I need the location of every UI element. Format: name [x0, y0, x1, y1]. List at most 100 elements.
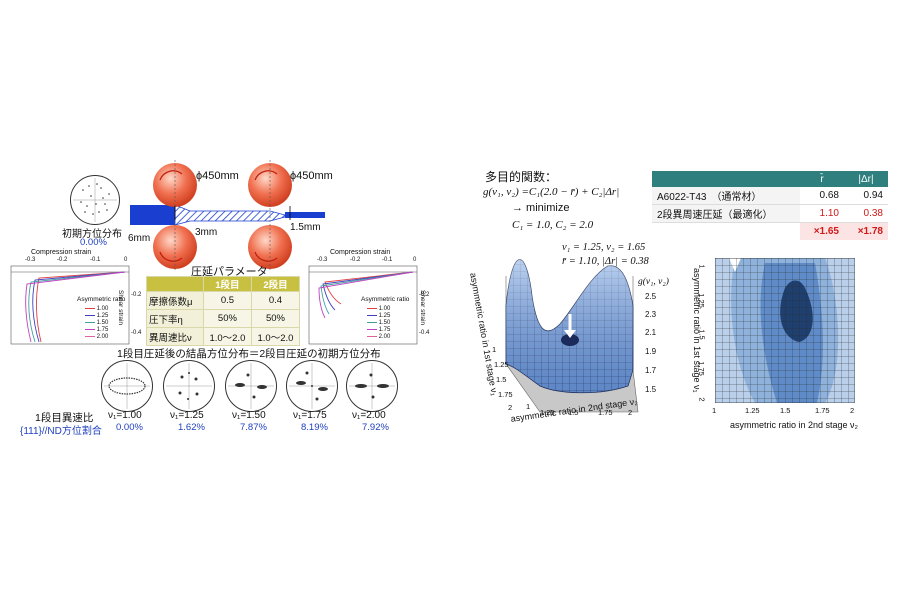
pole-figure-3	[225, 360, 277, 412]
param-header-blank	[146, 276, 204, 292]
pole-nu-3: ν₁=1.50	[232, 410, 266, 421]
strain-right-legend-title: Asymmetric ratio	[361, 296, 410, 303]
surface-xtick-5: 2	[628, 408, 633, 417]
result-improvement-row: ×1.65 ×1.78	[652, 222, 888, 241]
pole-figure-1	[101, 360, 153, 412]
strain-right-curve-4	[318, 271, 414, 319]
result-improvement-blank	[652, 223, 800, 241]
legend-item: 2.00	[367, 334, 390, 341]
param-value: 1.0〜2.0	[202, 327, 252, 346]
legend-item: 1.75	[85, 327, 108, 334]
strain-right-xtick-3: -0.1	[382, 257, 393, 263]
strain-left-ytick-2: -0.4	[131, 330, 142, 336]
surface-opt-2: r̄ = 1.10, |Δr| = 0.38	[562, 256, 649, 267]
strip-hatched	[174, 204, 286, 226]
param-name: 摩擦係数μ	[146, 291, 204, 310]
contour-xlabel: asymmetric ratio in 2nd stage ν₂	[730, 420, 859, 430]
pole-figure-dots	[73, 178, 117, 222]
strain-left-axes	[10, 265, 130, 345]
surface-ytick-3: 1.5	[496, 375, 507, 384]
pole-figure-dots	[349, 363, 395, 409]
strain-right-xtick-1: -0.3	[317, 257, 328, 263]
strain-left-xtick-4: 0	[124, 257, 128, 263]
pole-figure-5	[346, 360, 398, 412]
pole-figure-dots	[166, 363, 212, 409]
pole-figure-dots	[104, 363, 150, 409]
surface-ztick-4: 1.9	[645, 347, 657, 356]
objective-title: 多目的関数：	[485, 170, 558, 184]
param-table-title: 圧延パラメータ	[191, 266, 268, 278]
surface-xtick-2: 1.25	[540, 408, 555, 417]
strain-right-ytick-1: -0.2	[419, 292, 430, 298]
strain-right-title: Compression strain	[330, 249, 391, 256]
pole-nu-5: ν₁=2.00	[352, 410, 386, 421]
surface-xtick-3: 1.5	[568, 408, 579, 417]
pole-pct-1: 0.00%	[116, 422, 143, 433]
strain-left-xtick-3: -0.1	[90, 257, 101, 263]
contour-xtick-3: 1.5	[780, 406, 791, 415]
param-name: 圧下率η	[146, 309, 204, 328]
pole-figure-dots	[228, 363, 274, 409]
pole-figure-caption: 1段目圧延後の結晶方位分布＝2段目圧延の初期方位分布	[117, 348, 381, 360]
result-header-dr: |Δr|	[844, 171, 888, 187]
surface-ytick-4: 1.75	[498, 390, 513, 399]
thickness-6mm: 6mm	[128, 233, 151, 244]
strain-right-axes	[308, 265, 418, 345]
surface-ztick-1: 2.5	[645, 292, 657, 301]
pole-pct-5: 7.92%	[362, 422, 389, 433]
contour-xtick-1: 1	[712, 406, 717, 415]
legend-item: 1.00	[85, 306, 108, 313]
contour-xtick-5: 2	[850, 406, 855, 415]
result-r: 0.68	[800, 187, 844, 205]
strain-right-curve-2	[322, 271, 414, 311]
param-table: 1段目 2段目 摩擦係数μ 0.5 0.4 圧下率η 50% 50% 異周速比ν…	[146, 276, 301, 346]
rolling-schematic	[130, 160, 325, 270]
result-r: 1.10	[800, 204, 844, 223]
pole-pct-4: 8.19%	[301, 422, 328, 433]
legend-item: 1.50	[85, 320, 108, 327]
legend-item: 2.00	[85, 334, 108, 341]
surface-ytick-5: 2	[508, 403, 513, 412]
strain-left-title: Compression strain	[31, 249, 92, 256]
objective-minimize: → minimize	[512, 202, 570, 214]
initial-pole-figure	[70, 175, 120, 225]
strain-plot-right: Compression strain -0.3 -0.2 -0.1 0 Asym…	[305, 248, 435, 348]
surface-ztick-2: 2.3	[645, 310, 657, 319]
result-improvement-dr: ×1.78	[844, 222, 888, 240]
result-row: A6022-T43 （通常材） 0.68 0.94	[652, 187, 888, 205]
pole-figure-4	[286, 360, 338, 412]
result-header-blank	[652, 171, 800, 187]
surface-opt-1: ν₁ = 1.25, ν₂ = 1.65	[562, 242, 646, 253]
contour-xtick-4: 1.75	[815, 406, 830, 415]
objective-formula: g(ν₁, ν₂) =C₁(2.0 − r̄) + C₂|Δr|	[483, 186, 620, 198]
initial-label: 初期方位分布	[62, 229, 122, 240]
pole-pct-3: 7.87%	[240, 422, 267, 433]
surface-ztick-3: 2.1	[645, 328, 657, 337]
strain-left-xtick-2: -0.2	[57, 257, 68, 263]
strain-left-curve-2	[32, 271, 126, 343]
pole-pct-2: 1.62%	[178, 422, 205, 433]
strip-thin	[285, 212, 325, 218]
surface-ztick-6: 1.5	[645, 385, 657, 394]
param-value: 50%	[202, 309, 252, 328]
ratio-label: 1段目異速比	[35, 412, 94, 424]
legend-item: 1.25	[85, 313, 108, 320]
strain-left-curve-3	[28, 271, 126, 343]
surface-ytick-1: 1	[492, 345, 497, 354]
strain-right-ytick-2: -0.4	[419, 330, 430, 336]
surface-zlabel: g(ν₁, ν₂)	[638, 277, 669, 287]
strain-left-legend: 1.00 1.25 1.50 1.75 2.00	[85, 306, 108, 341]
param-header-row: 1段目 2段目	[146, 276, 301, 292]
param-value: 0.5	[202, 291, 252, 310]
result-header-row: r̄ |Δr|	[652, 171, 888, 187]
strain-left-curve-4	[25, 271, 126, 343]
legend-item: 1.00	[367, 306, 390, 313]
pole-figure-dots	[289, 363, 335, 409]
param-header-stage1: 1段目	[202, 276, 252, 292]
param-name: 異周速比ν	[146, 327, 204, 346]
strain-plot-left: Compression strain -0.3 -0.2 -0.1 0 Asym…	[5, 248, 142, 348]
param-header-stage2: 2段目	[250, 276, 301, 292]
pole-nu-1: ν₁=1.00	[108, 410, 142, 421]
roll1-diameter: ϕ450mm	[196, 170, 239, 182]
result-label: A6022-T43 （通常材）	[652, 187, 800, 205]
